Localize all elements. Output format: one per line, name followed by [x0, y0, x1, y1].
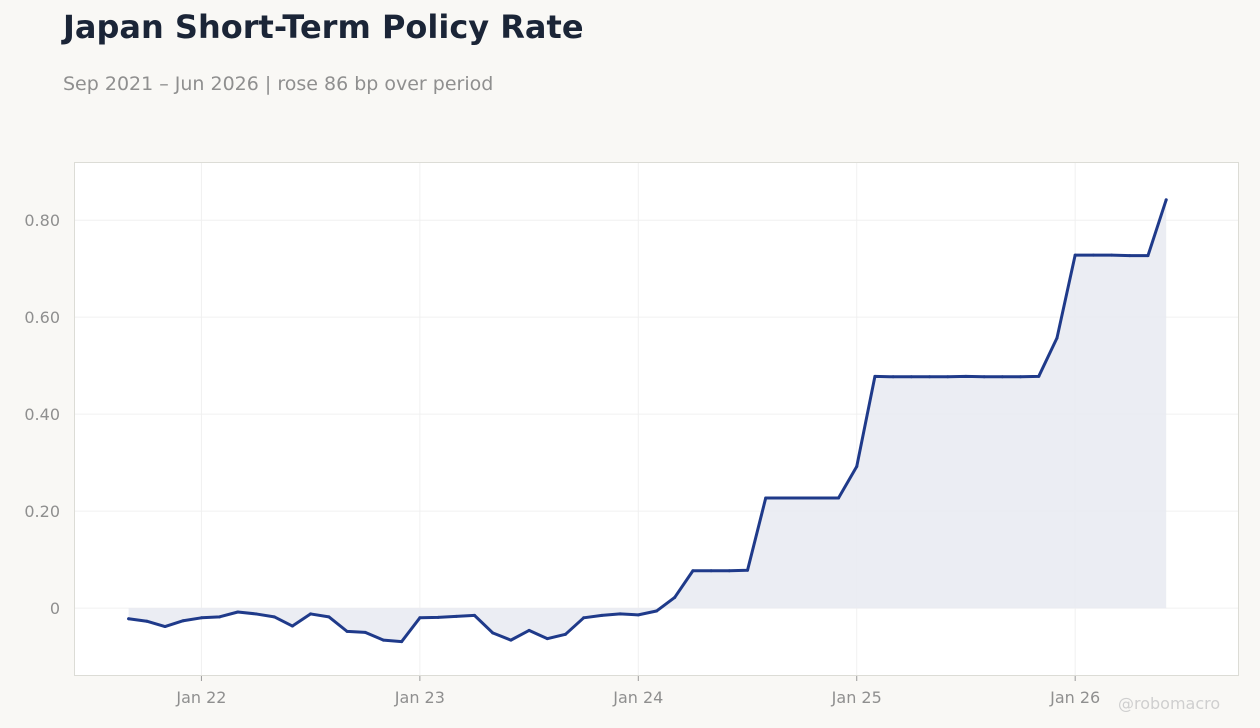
data-point	[145, 619, 149, 623]
data-point	[436, 615, 440, 619]
data-point	[636, 613, 640, 617]
data-point	[400, 640, 404, 644]
data-point	[472, 613, 476, 617]
data-point	[1110, 253, 1114, 257]
data-point	[1055, 336, 1059, 340]
data-point	[1019, 375, 1023, 379]
data-point	[1037, 374, 1041, 378]
x-tick-label: Jan 23	[394, 688, 445, 707]
data-point	[746, 568, 750, 572]
data-point	[163, 625, 167, 629]
data-point	[309, 612, 313, 616]
data-point	[964, 374, 968, 378]
data-point	[709, 569, 713, 573]
data-point	[491, 631, 495, 635]
chart-title: Japan Short-Term Policy Rate	[63, 8, 584, 46]
data-point	[327, 615, 331, 619]
data-point	[946, 375, 950, 379]
data-point	[873, 374, 877, 378]
data-point	[1073, 253, 1077, 257]
data-point	[618, 612, 622, 616]
data-point	[290, 624, 294, 628]
y-tick-label: 0	[50, 599, 60, 618]
data-point	[909, 375, 913, 379]
data-point	[545, 637, 549, 641]
data-point	[199, 616, 203, 620]
data-point	[527, 628, 531, 632]
y-tick-label: 0.60	[24, 308, 60, 327]
data-point	[345, 629, 349, 633]
y-tick-label: 0.40	[24, 405, 60, 424]
data-point	[1128, 254, 1132, 258]
data-point	[563, 632, 567, 636]
chart-subtitle: Sep 2021 – Jun 2026 | rose 86 bp over pe…	[63, 73, 494, 95]
data-point	[982, 375, 986, 379]
data-point	[127, 617, 131, 621]
data-point	[673, 595, 677, 599]
x-tick-label: Jan 24	[612, 688, 663, 707]
x-tick-label: Jan 25	[831, 688, 882, 707]
data-point	[181, 619, 185, 623]
data-point	[582, 616, 586, 620]
data-point	[855, 465, 859, 469]
data-point	[727, 569, 731, 573]
data-point	[1146, 254, 1150, 258]
x-tick-label: Jan 26	[1049, 688, 1100, 707]
x-axis-ticks: Jan 22 Jan 23 Jan 24 Jan 25 Jan 26	[175, 676, 1100, 707]
data-point	[381, 638, 385, 642]
plot-frame	[74, 162, 1239, 676]
data-point	[236, 610, 240, 614]
data-point	[600, 613, 604, 617]
data-point	[782, 496, 786, 500]
x-tick-label: Jan 22	[175, 688, 226, 707]
y-tick-label: 0.80	[24, 211, 60, 230]
watermark: @robomacro	[1118, 694, 1221, 713]
data-point	[454, 614, 458, 618]
line-layer	[127, 198, 1168, 644]
data-point	[1091, 253, 1095, 257]
data-point	[218, 615, 222, 619]
data-point	[418, 616, 422, 620]
data-point	[655, 609, 658, 613]
data-point	[800, 496, 804, 500]
data-point	[928, 375, 932, 379]
data-point	[891, 375, 895, 379]
data-point	[764, 496, 768, 500]
data-point	[272, 615, 276, 619]
y-axis-ticks: 0 0.20 0.40 0.60 0.80	[24, 211, 60, 618]
data-point	[818, 496, 822, 500]
area-fill	[128, 199, 1167, 642]
data-point	[363, 630, 367, 634]
data-point	[254, 612, 258, 616]
data-point	[509, 638, 513, 642]
y-tick-label: 0.20	[24, 502, 60, 521]
area-fill-layer	[128, 199, 1167, 642]
data-point	[691, 569, 695, 573]
data-point	[1000, 375, 1004, 379]
data-point	[837, 496, 841, 500]
data-point	[1164, 198, 1168, 202]
policy-rate-line	[127, 198, 1168, 644]
